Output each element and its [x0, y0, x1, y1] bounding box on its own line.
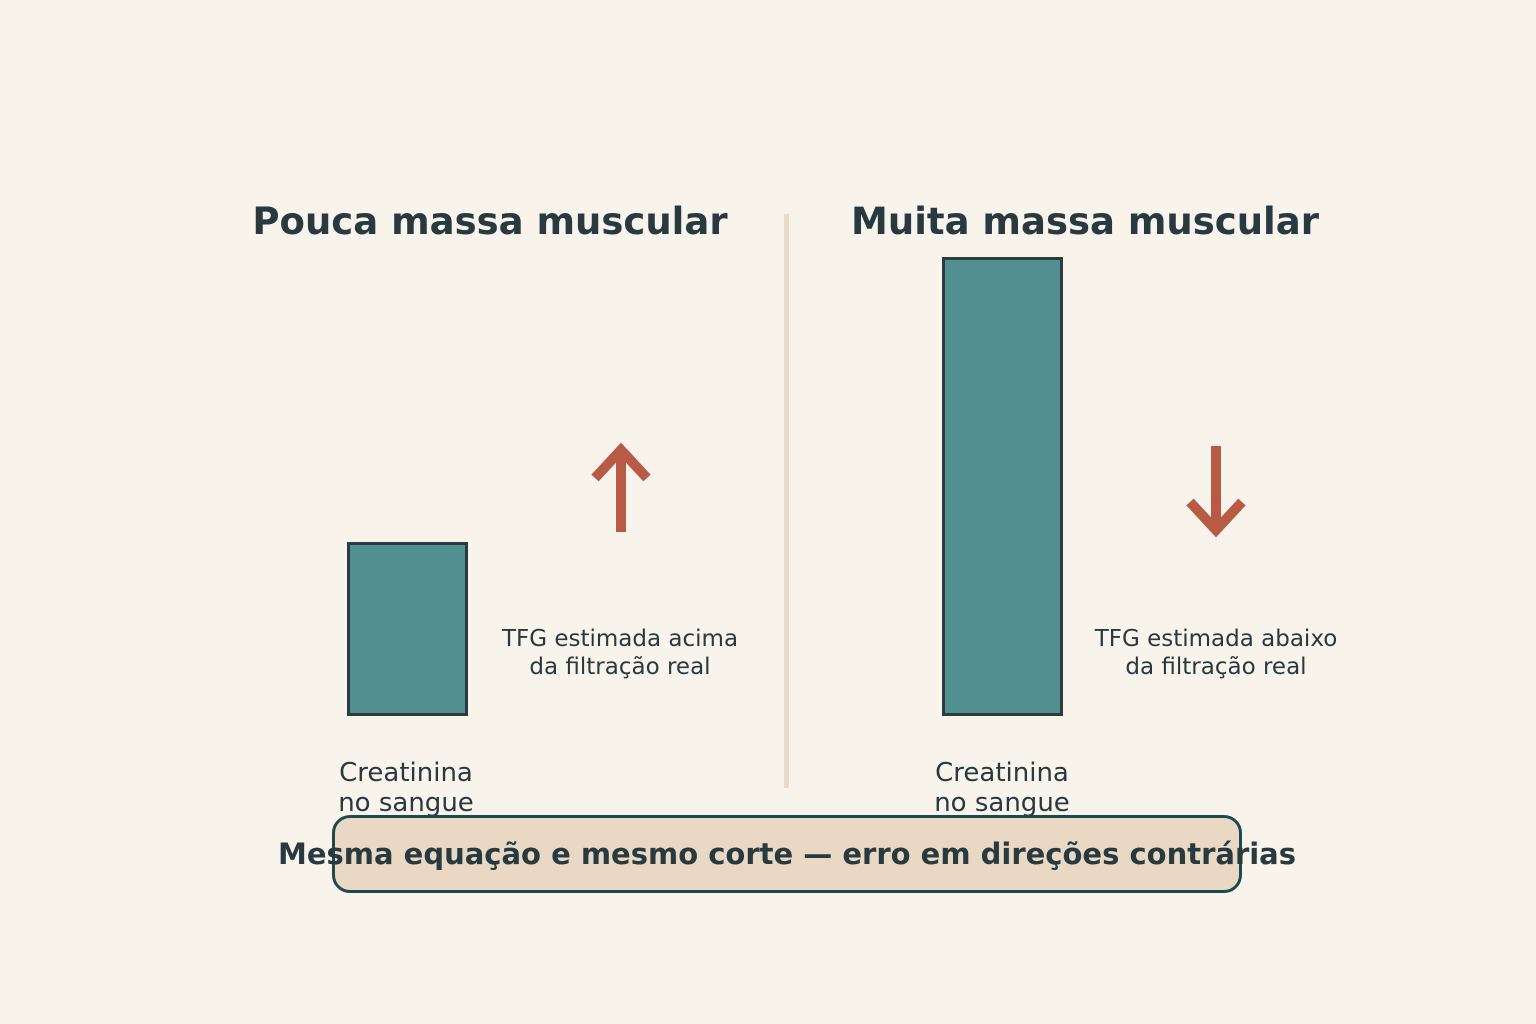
left-bar-label-line2: no sangue — [338, 788, 474, 818]
left-gfr-note: TFG estimada acima da filtração real — [470, 625, 770, 681]
panel-divider — [784, 214, 789, 788]
right-bar-label-line1: Creatinina — [935, 758, 1069, 788]
left-panel-title: Pouca massa muscular — [252, 200, 728, 243]
right-bar-label-line2: no sangue — [934, 788, 1070, 818]
right-note-line1: TFG estimada abaixo — [1094, 626, 1338, 652]
arrow-down-icon — [1186, 446, 1246, 538]
right-note-line2: da filtração real — [1125, 654, 1307, 680]
left-note-line2: da filtração real — [529, 654, 711, 680]
left-bar-label-line1: Creatinina — [339, 758, 473, 788]
summary-box — [332, 815, 1242, 893]
right-gfr-note: TFG estimada abaixo da filtração real — [1066, 625, 1366, 681]
arrow-up-icon — [591, 442, 651, 532]
left-note-line1: TFG estimada acima — [501, 626, 739, 652]
right-bar-label: Creatinina no sangue — [892, 758, 1112, 818]
right-creatinine-bar — [942, 257, 1063, 716]
summary-text: Mesma equação e mesmo corte — erro em di… — [277, 837, 1297, 871]
left-creatinine-bar — [347, 542, 468, 716]
left-bar-label: Creatinina no sangue — [296, 758, 516, 818]
right-panel-title: Muita massa muscular — [851, 200, 1319, 243]
